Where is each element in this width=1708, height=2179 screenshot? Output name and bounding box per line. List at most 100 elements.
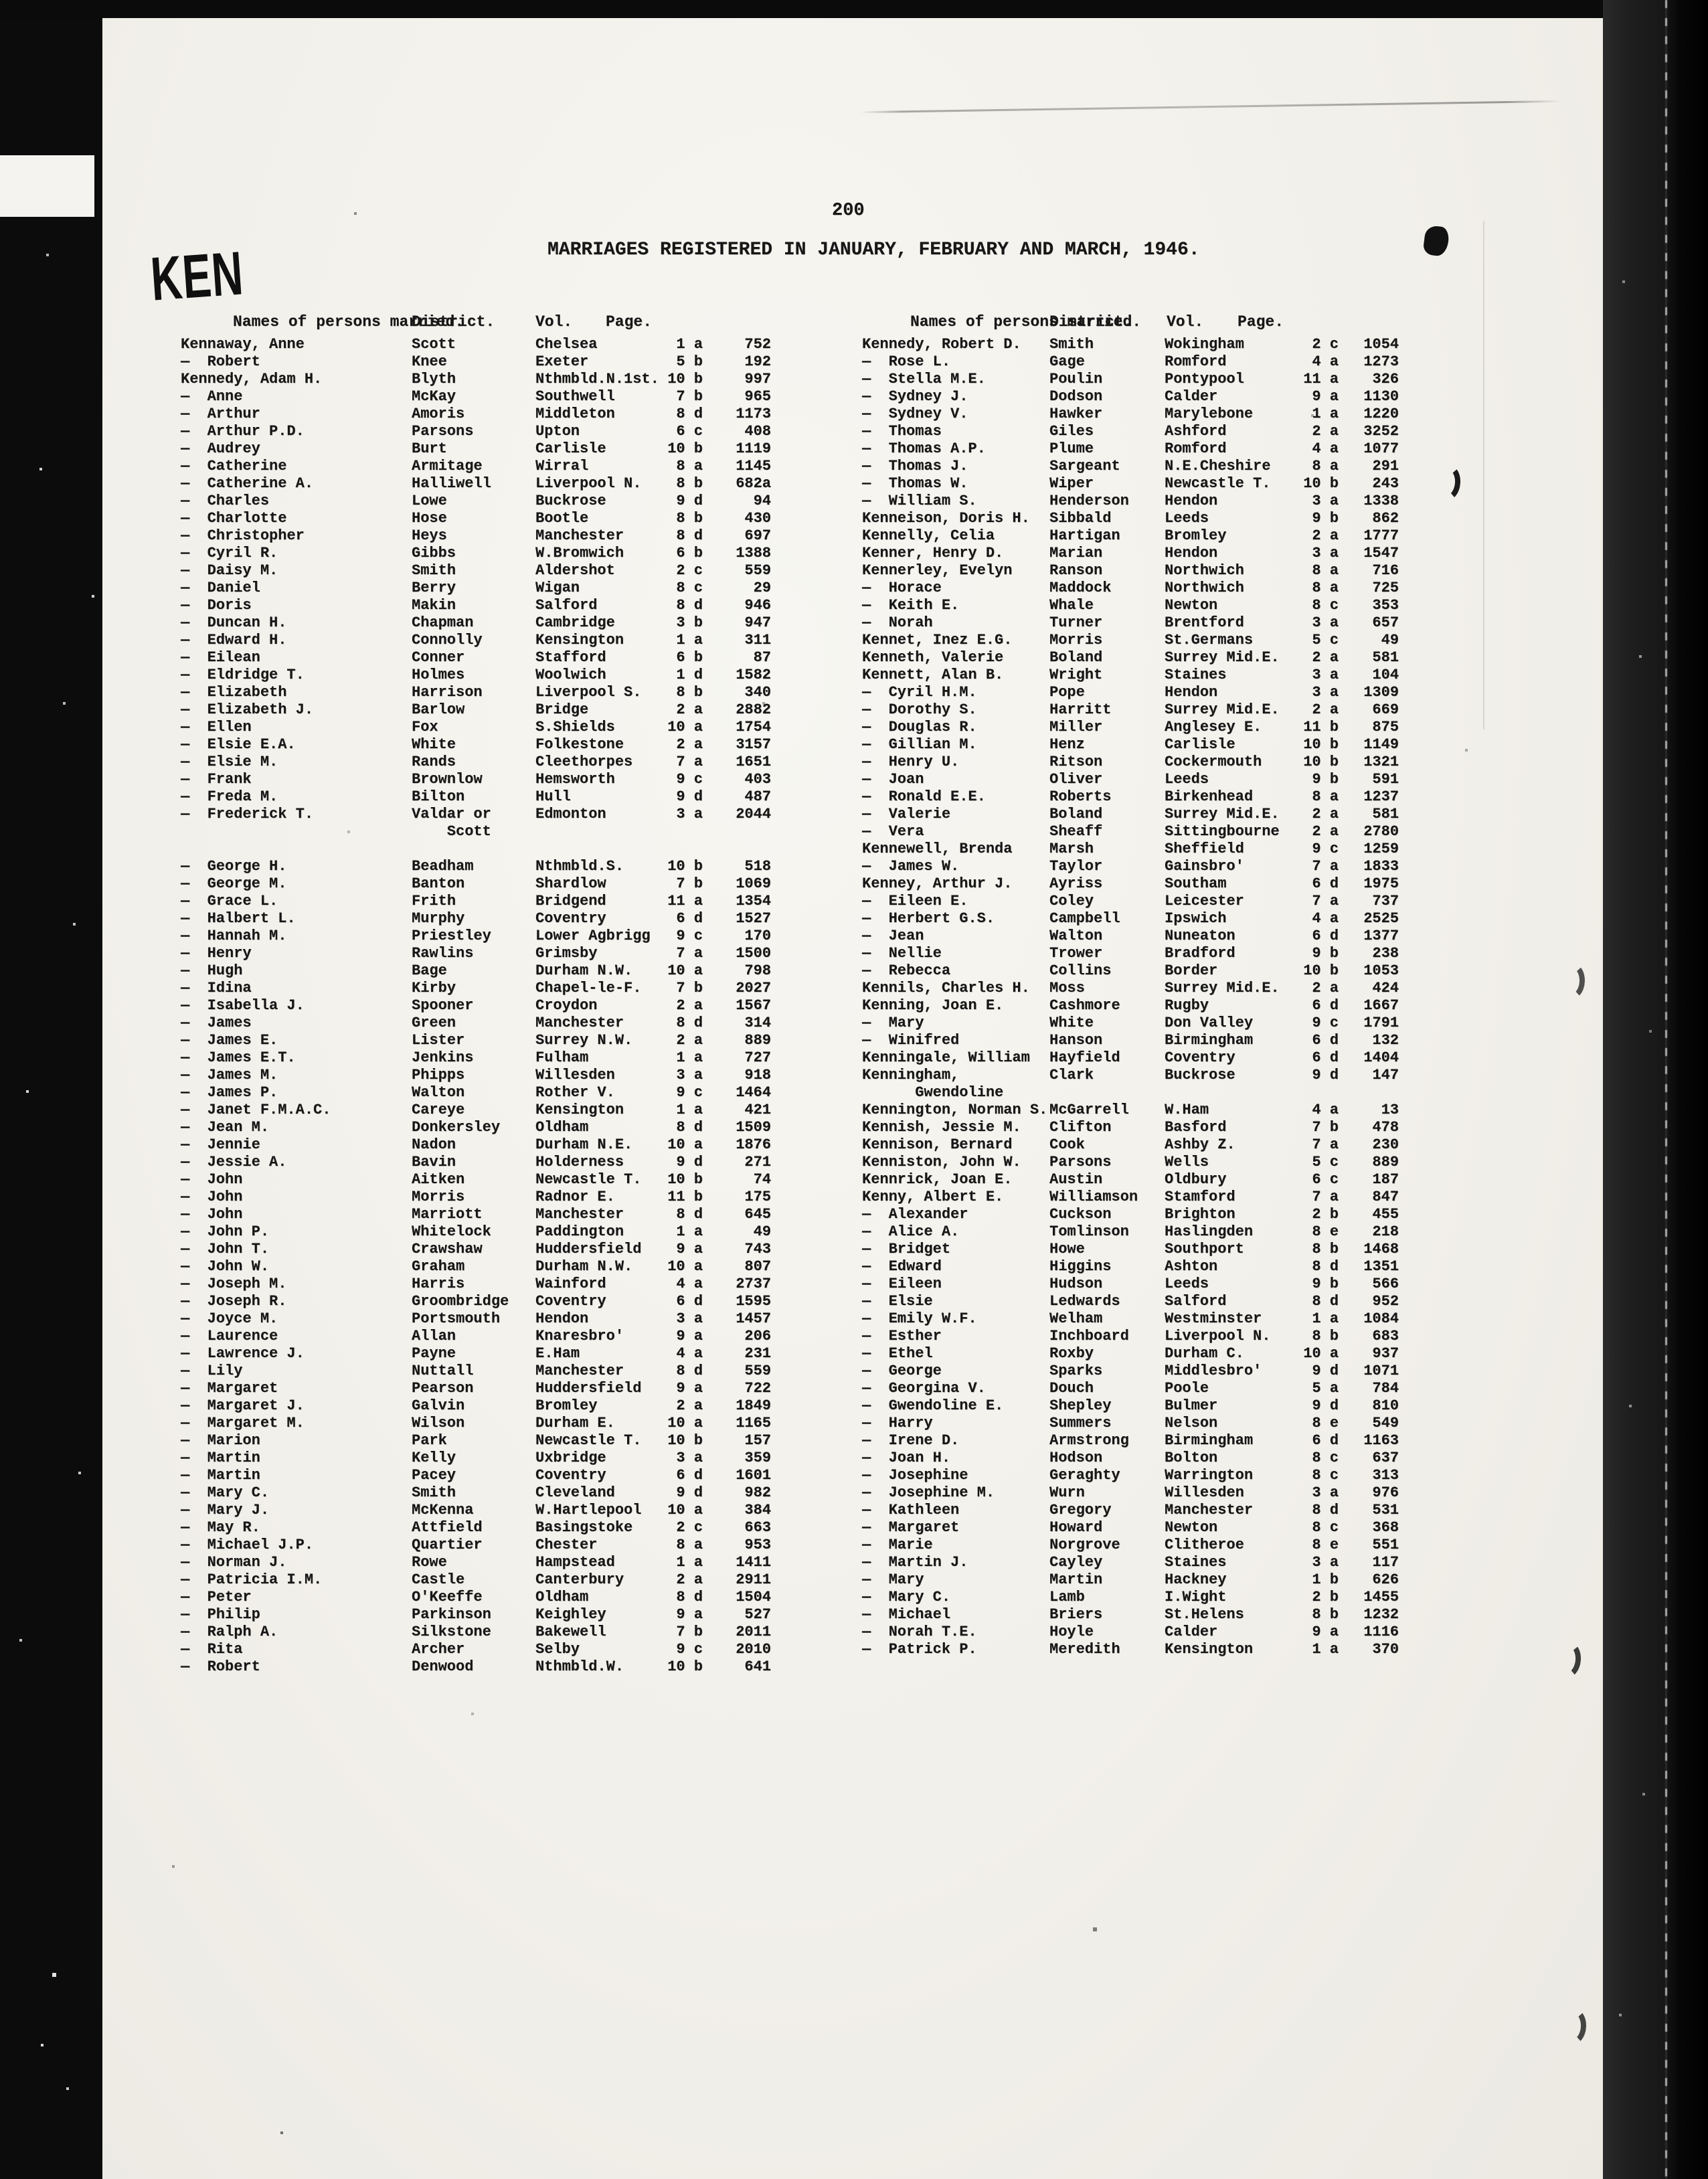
page-cell: 1351 [1363, 1258, 1399, 1275]
name-cell: Kenneison, Doris H. [862, 510, 1030, 527]
vol-cell: 2 a [676, 997, 703, 1014]
name-cell: — Audrey [181, 440, 260, 457]
vol-cell: 8 b [676, 510, 703, 527]
vol-cell: 4 a [1312, 440, 1339, 457]
page-cell: 875 [1372, 719, 1399, 735]
table-row: — John T. Crawshaw Huddersfield 9 a 743 [181, 1241, 783, 1258]
name-cell: — Catherine [181, 458, 287, 474]
vol-cell: 9 b [1312, 510, 1339, 527]
district-cell: Newcastle T. [535, 1432, 642, 1449]
film-edge-right [1603, 0, 1708, 2179]
district-cell: Southwell [535, 388, 615, 405]
page-cell: 1084 [1363, 1310, 1399, 1327]
table-row: — Ellen Fox S.Shields 10 a 1754 [181, 719, 783, 736]
vol-cell: 11 a [1303, 371, 1339, 387]
vol-cell: 9 d [676, 788, 703, 805]
page-cell: 132 [1372, 1032, 1399, 1049]
paper-specks [0, 0, 1, 1]
district-cell: Coventry [535, 1293, 606, 1310]
name-cell: — John [181, 1189, 243, 1205]
name-cell: — Edward H. [181, 632, 287, 648]
page-cell: 1509 [736, 1119, 771, 1136]
vol-cell: 3 a [1312, 1484, 1339, 1501]
district-cell: Surrey Mid.E. [1165, 980, 1280, 996]
surname-cell: Valdar or [412, 806, 491, 822]
vol-cell: 9 a [676, 1241, 703, 1257]
table-row: — Martin Pacey Coventry 6 d 1601 [181, 1467, 783, 1484]
vol-cell: 8 b [676, 684, 703, 701]
name-cell: — George H. [181, 858, 287, 875]
district-cell: Manchester [535, 1206, 624, 1223]
table-row: — May R. Attfield Basingstoke 2 c 663 [181, 1519, 783, 1537]
vol-cell: 6 c [676, 423, 703, 440]
name-cell: — Duncan H. [181, 614, 287, 631]
table-row: — Alexander Cuckson Brighton 2 b 455 [862, 1206, 1411, 1223]
surname-cell: Barlow [412, 701, 465, 718]
surname-cell: Ayriss [1049, 875, 1103, 892]
surname-cell: Parsons [412, 423, 474, 440]
surname-cell: McKenna [412, 1502, 474, 1518]
page-cell: 807 [744, 1258, 771, 1275]
surname-cell: Payne [412, 1345, 456, 1362]
vol-cell: 2 a [1312, 806, 1339, 822]
vol-cell: 1 a [676, 336, 703, 353]
surname-cell: Walton [412, 1084, 465, 1101]
name-cell: — Bridget [862, 1241, 951, 1257]
district-cell: Leicester [1165, 893, 1244, 909]
table-row: — Norah Turner Brentford 3 a 657 [862, 614, 1411, 632]
table-row: — Martin Kelly Uxbridge 3 a 359 [181, 1450, 783, 1467]
surname-cell: Hoyle [1049, 1624, 1094, 1640]
vol-cell: 1 a [676, 632, 703, 648]
vol-cell: 2 a [676, 701, 703, 718]
name-cell: Kennedy, Adam H. [181, 371, 323, 387]
district-cell: Hemsworth [535, 771, 615, 788]
name-cell: — Frederick T. [181, 806, 314, 822]
vol-cell: 2 a [1312, 823, 1339, 840]
vol-cell: 4 a [1312, 910, 1339, 927]
name-cell: — Freda M. [181, 788, 278, 805]
name-cell: — Jennie [181, 1136, 260, 1153]
name-cell: Kennett, Alan B. [862, 667, 1004, 683]
district-cell: Radnor E. [535, 1189, 615, 1205]
page-cell: 326 [1372, 371, 1399, 387]
district-cell: Hendon [535, 1310, 589, 1327]
vol-cell: 6 d [1312, 1432, 1339, 1449]
name-cell: — Norman J. [181, 1554, 287, 1571]
name-cell: Kenniston, John W. [862, 1154, 1021, 1170]
page-cell: 581 [1372, 649, 1399, 666]
page-cell: 408 [744, 423, 771, 440]
page-cell: 1220 [1363, 406, 1399, 422]
name-cell: — Harry [862, 1415, 933, 1431]
name-cell: — Thomas W. [862, 475, 968, 492]
vol-cell: 8 d [676, 1119, 703, 1136]
surname-cell: Scott [412, 823, 491, 840]
vol-cell: 9 c [676, 1084, 703, 1101]
name-cell: — Josephine [862, 1467, 968, 1484]
surname-cell: Welham [1049, 1310, 1103, 1327]
page-cell: 370 [1372, 1641, 1399, 1658]
surname-cell: Summers [1049, 1415, 1112, 1431]
table-row: — Jean Walton Nuneaton 6 d 1377 [862, 928, 1411, 945]
header-page: Page. [605, 313, 652, 331]
surname-cell: O'Keeffe [412, 1589, 483, 1605]
page-cell: 1667 [1363, 997, 1399, 1014]
district-cell: Uxbridge [535, 1450, 606, 1466]
vol-cell: 2 b [1312, 1589, 1339, 1605]
table-row: — Anne McKay Southwell 7 b 965 [181, 388, 783, 406]
district-cell: Fulham [535, 1049, 589, 1066]
district-cell: Hackney [1165, 1571, 1227, 1588]
vol-cell: 8 b [1312, 1241, 1339, 1257]
table-row: Kenningale, William Hayfield Coventry 6 d 14… [862, 1049, 1411, 1067]
district-cell: Kensington [535, 632, 624, 648]
district-cell: Manchester [1165, 1502, 1254, 1518]
district-cell: Chelsea [535, 336, 598, 353]
vol-cell: 7 a [1312, 858, 1339, 875]
district-cell: Kensington [535, 1102, 624, 1118]
surname-cell: Halliwell [412, 475, 491, 492]
table-row: Kenneth, Valerie Boland Surrey Mid.E. 2 a 58… [862, 649, 1411, 667]
vol-cell: 8 d [1312, 1502, 1339, 1518]
page-cell: 1071 [1363, 1363, 1399, 1379]
name-cell: — James [181, 1015, 252, 1031]
district-cell: Shardlow [535, 875, 606, 892]
name-cell: — Edward [862, 1258, 942, 1275]
